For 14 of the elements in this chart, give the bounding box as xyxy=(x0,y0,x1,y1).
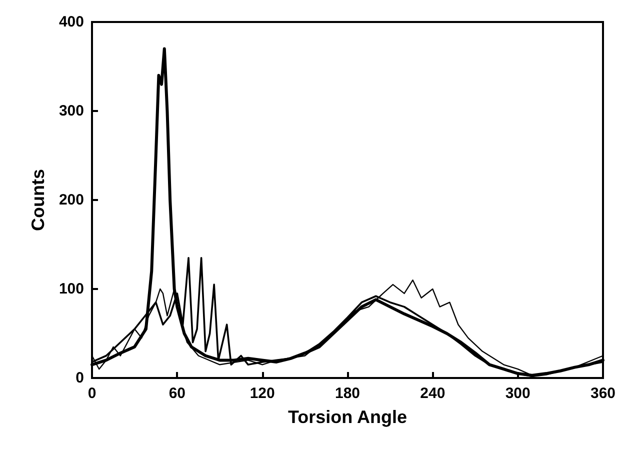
y-tick-label: 400 xyxy=(58,14,84,30)
x-tick-label: 360 xyxy=(590,385,616,402)
x-tick-label: 120 xyxy=(250,385,275,402)
x-tick-label: 300 xyxy=(505,385,530,402)
y-tick-label: 0 xyxy=(76,370,84,386)
x-tick-label: 240 xyxy=(420,385,446,402)
y-axis-title: Counts xyxy=(28,169,48,231)
x-tick-label: 180 xyxy=(334,385,360,402)
x-axis-title: Torsion Angle xyxy=(288,407,407,427)
y-tick-label: 200 xyxy=(58,192,84,208)
x-tick-label: 0 xyxy=(88,385,96,402)
y-tick-label: 300 xyxy=(58,102,84,120)
y-tick-label: 100 xyxy=(58,280,84,298)
x-tick-label: 60 xyxy=(168,385,186,402)
